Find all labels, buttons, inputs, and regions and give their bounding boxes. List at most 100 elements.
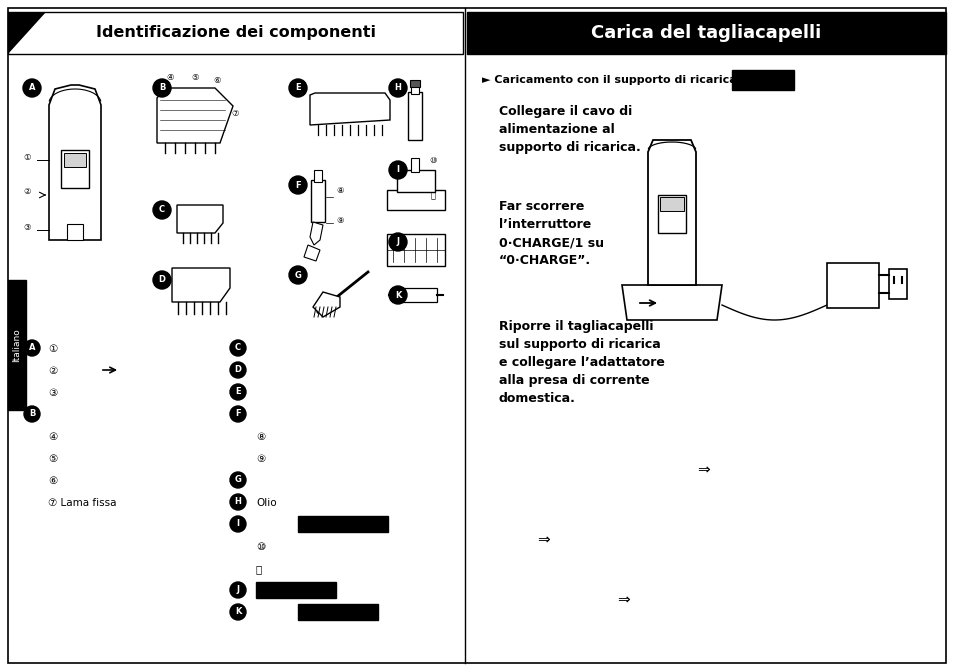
Text: ⑨: ⑨ <box>335 216 343 225</box>
Circle shape <box>230 340 246 356</box>
Text: ⑪: ⑪ <box>255 564 262 574</box>
Text: ①: ① <box>48 344 57 354</box>
Text: ⑨: ⑨ <box>255 454 265 464</box>
Bar <box>395 288 436 302</box>
Circle shape <box>230 384 246 400</box>
Text: ► Caricamento con il supporto di ricarica: ► Caricamento con il supporto di ricaric… <box>481 75 736 85</box>
Text: K: K <box>395 291 401 299</box>
Text: ⑩: ⑩ <box>255 542 265 552</box>
Text: K: K <box>234 607 241 617</box>
Bar <box>888 269 906 299</box>
Bar <box>659 197 683 211</box>
Text: ⇒: ⇒ <box>697 462 709 478</box>
Text: H: H <box>234 497 241 507</box>
Text: ⑩: ⑩ <box>429 156 436 165</box>
Circle shape <box>23 79 41 97</box>
Circle shape <box>24 406 40 422</box>
Text: Olio: Olio <box>255 498 276 508</box>
Circle shape <box>230 516 246 532</box>
Text: ②: ② <box>23 187 30 197</box>
Bar <box>731 70 793 90</box>
Text: ④: ④ <box>166 73 173 82</box>
Text: B: B <box>158 83 165 93</box>
Text: J: J <box>396 238 399 246</box>
Bar <box>61 150 89 188</box>
Bar <box>311 180 325 222</box>
Text: ⑤: ⑤ <box>48 454 57 464</box>
Text: D: D <box>234 366 241 374</box>
Polygon shape <box>172 268 230 302</box>
Text: ⑤: ⑤ <box>191 73 198 82</box>
Circle shape <box>389 161 407 179</box>
Bar <box>297 516 388 532</box>
Text: Far scorrere
l’interruttore
0·CHARGE/1 su
“0·CHARGE”.: Far scorrere l’interruttore 0·CHARGE/1 s… <box>498 200 603 267</box>
Circle shape <box>289 266 307 284</box>
Bar <box>396 170 435 192</box>
Circle shape <box>230 582 246 598</box>
Text: H: H <box>395 83 401 93</box>
Text: Identificazione dei componenti: Identificazione dei componenti <box>96 25 376 40</box>
Bar <box>826 263 878 308</box>
Text: ③: ③ <box>23 223 30 232</box>
Text: ①: ① <box>23 152 30 162</box>
Text: ⑪: ⑪ <box>430 191 435 200</box>
Text: E: E <box>294 83 300 93</box>
Text: ⑧: ⑧ <box>335 186 343 195</box>
Circle shape <box>389 286 407 304</box>
Polygon shape <box>49 85 101 240</box>
Text: C: C <box>234 344 241 352</box>
Bar <box>8 12 462 54</box>
Text: Riporre il tagliacapelli
sul supporto di ricarica
e collegare l’adattatore
alla : Riporre il tagliacapelli sul supporto di… <box>498 320 664 405</box>
Polygon shape <box>8 12 46 54</box>
Text: I: I <box>396 166 399 174</box>
Text: ⑦: ⑦ <box>231 109 238 118</box>
Text: ⑥: ⑥ <box>48 476 57 486</box>
Circle shape <box>230 406 246 422</box>
Text: F: F <box>294 180 300 189</box>
Circle shape <box>152 79 171 97</box>
Bar <box>387 234 444 266</box>
Polygon shape <box>621 285 721 320</box>
Polygon shape <box>177 205 223 233</box>
Polygon shape <box>310 93 390 125</box>
Text: ③: ③ <box>48 388 57 398</box>
Text: G: G <box>234 476 241 484</box>
Text: C: C <box>159 205 165 215</box>
Text: I: I <box>236 519 239 529</box>
Polygon shape <box>467 12 512 54</box>
Text: ④: ④ <box>48 432 57 442</box>
Polygon shape <box>157 88 233 143</box>
Bar <box>8 280 26 410</box>
Circle shape <box>230 494 246 510</box>
Polygon shape <box>310 222 323 245</box>
Text: D: D <box>158 276 165 285</box>
Bar <box>387 190 444 210</box>
Bar <box>64 153 86 167</box>
Bar <box>410 80 419 87</box>
Polygon shape <box>647 140 696 285</box>
Polygon shape <box>304 245 319 261</box>
Text: B: B <box>29 409 35 419</box>
Bar <box>67 224 83 240</box>
Circle shape <box>389 233 407 251</box>
Text: Collegare il cavo di
alimentazione al
supporto di ricarica.: Collegare il cavo di alimentazione al su… <box>498 105 640 154</box>
Text: ⑦ Lama fissa: ⑦ Lama fissa <box>48 498 116 508</box>
Circle shape <box>230 472 246 488</box>
Circle shape <box>152 201 171 219</box>
Text: A: A <box>29 83 35 93</box>
Text: ⑧: ⑧ <box>255 432 265 442</box>
Text: E: E <box>235 387 240 397</box>
Text: ⇒: ⇒ <box>537 533 549 548</box>
Text: G: G <box>294 270 301 280</box>
Text: F: F <box>235 409 240 419</box>
Bar <box>467 12 945 54</box>
Text: ⑥: ⑥ <box>213 76 220 85</box>
Circle shape <box>152 271 171 289</box>
Circle shape <box>24 340 40 356</box>
Circle shape <box>289 79 307 97</box>
Text: Carica del tagliacapelli: Carica del tagliacapelli <box>591 24 821 42</box>
Circle shape <box>230 604 246 620</box>
Text: ②: ② <box>48 366 57 376</box>
Circle shape <box>230 362 246 378</box>
Text: A: A <box>29 344 35 352</box>
